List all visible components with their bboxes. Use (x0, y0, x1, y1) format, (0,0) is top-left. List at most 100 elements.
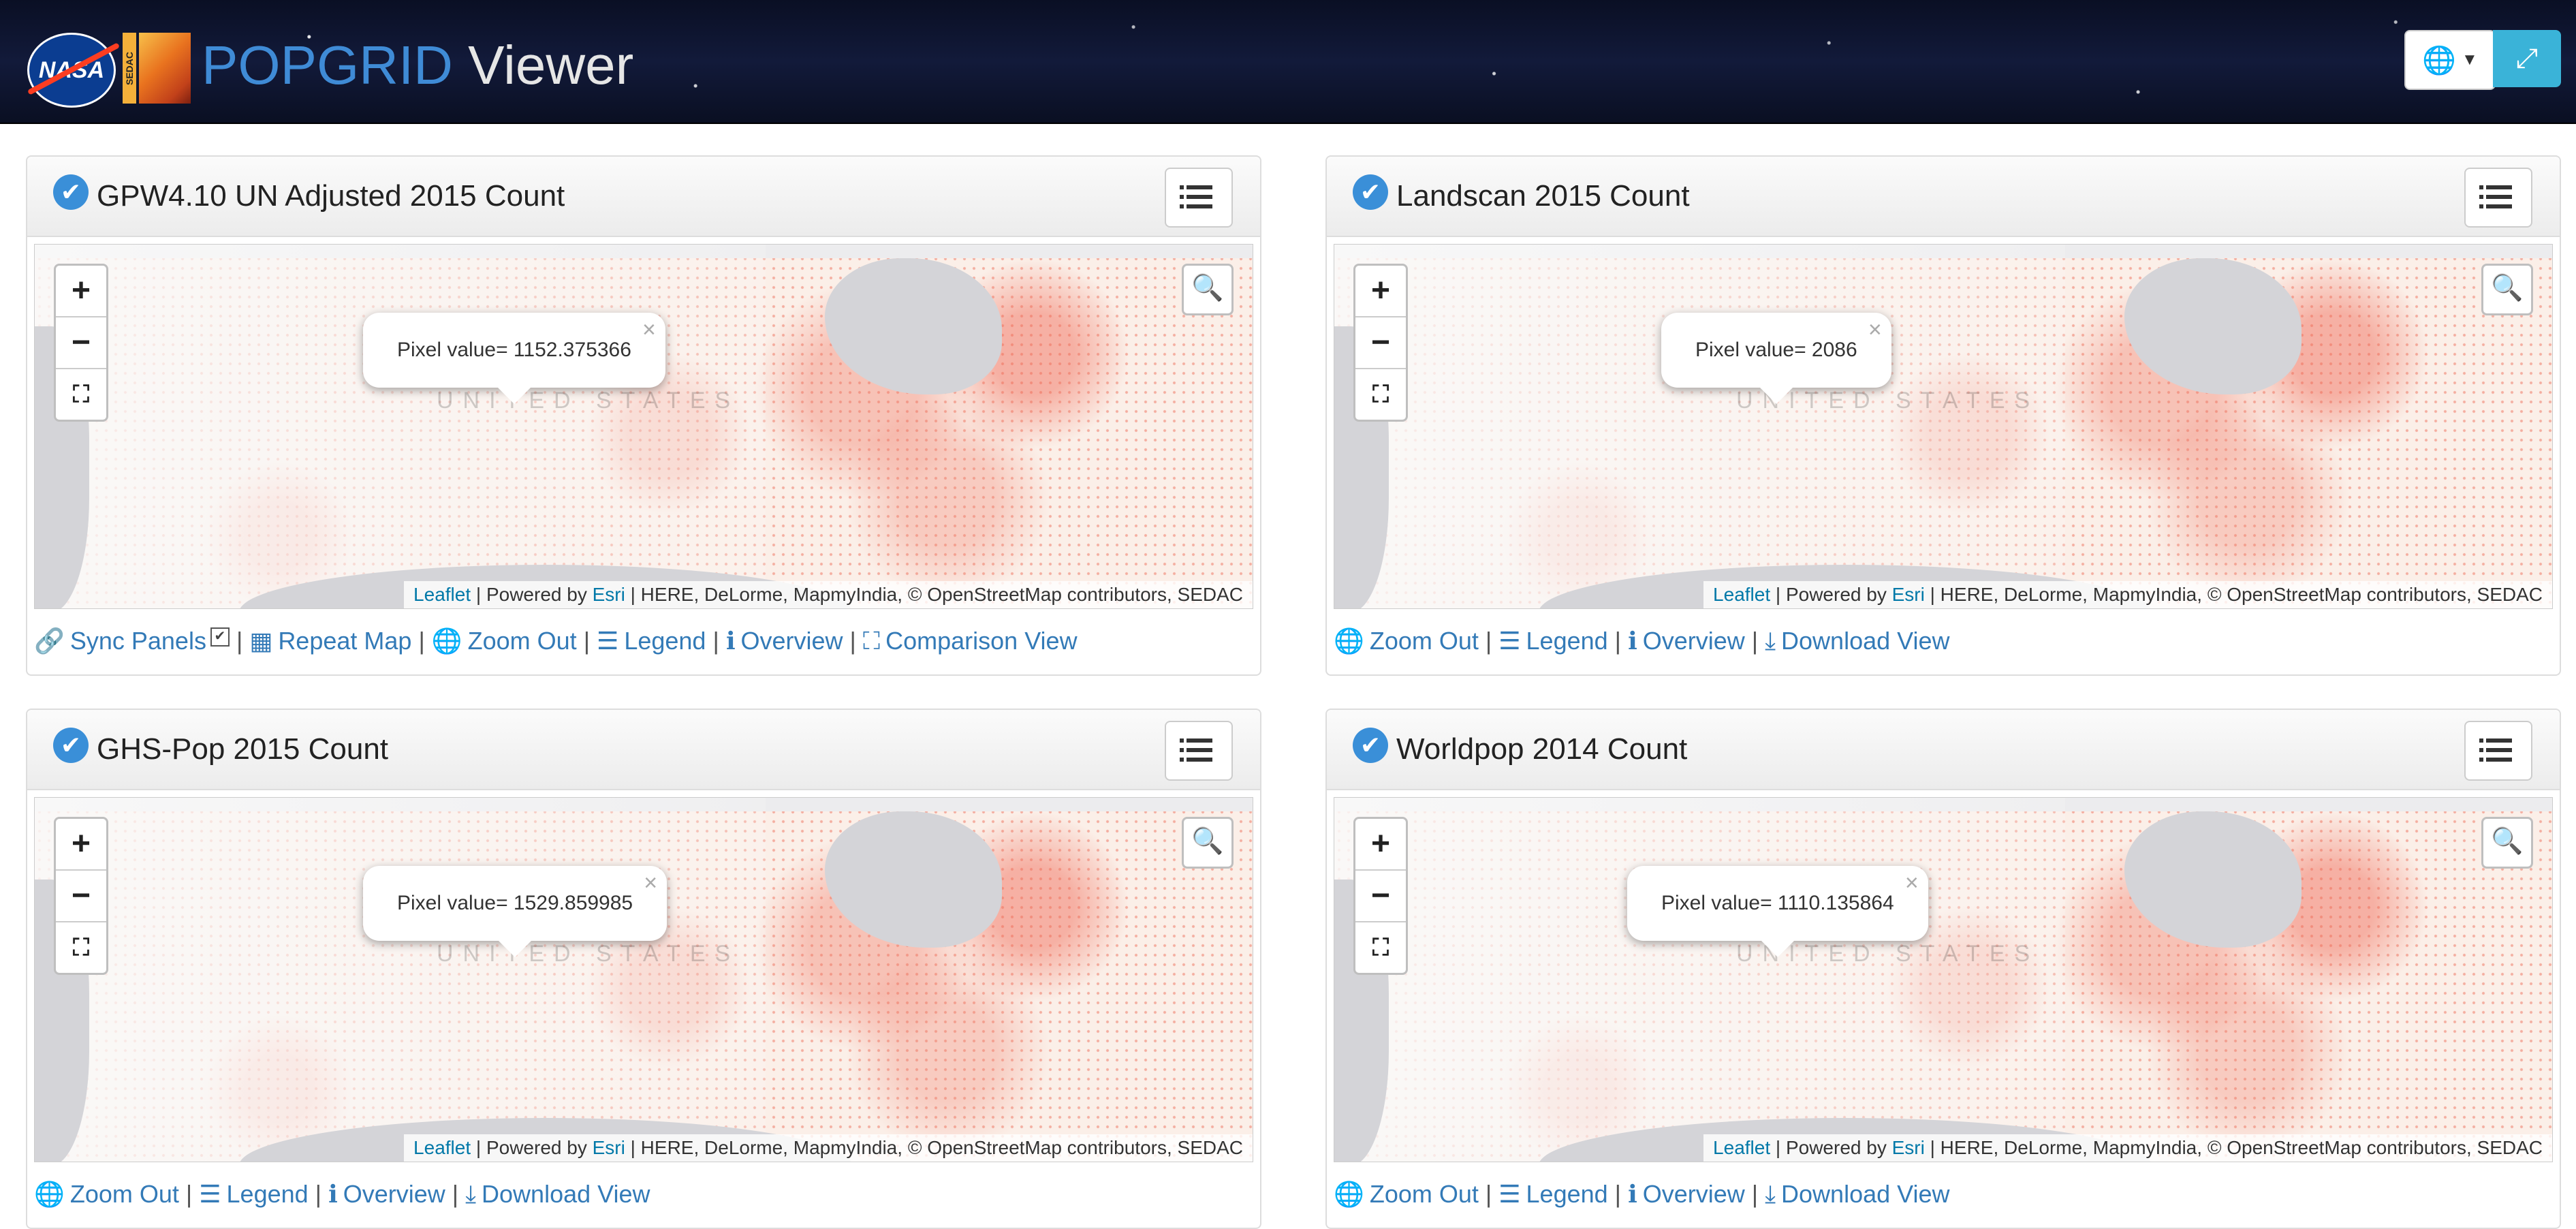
zoom-control: + − ⛶ (54, 264, 108, 422)
zoom-extent-button[interactable]: ⛶ (73, 935, 89, 961)
popup-close-button[interactable]: × (1904, 870, 1919, 896)
map-view[interactable]: UNITED STATES + − ⛶ 🔍 Pixel value= 1110.… (1334, 797, 2553, 1162)
map-panel: ✔ Worldpop 2014 Count UNITED STATES + − … (1325, 709, 2561, 1229)
footer-link-zoom-out[interactable]: 🌐 Zoom Out (34, 1180, 179, 1208)
footer-link-label: Overview (740, 627, 843, 655)
zoom-in-button[interactable]: + (1355, 266, 1406, 317)
esri-link[interactable]: Esri (592, 1137, 625, 1158)
fullscreen-button[interactable]: ⤢ (2493, 30, 2561, 87)
zoom-in-button[interactable]: + (1355, 819, 1406, 871)
footer-link-zoom-out[interactable]: 🌐 Zoom Out (432, 627, 577, 655)
pixel-value-popup: Pixel value= 1529.859985 × (363, 866, 667, 957)
zoom-in-button[interactable]: + (56, 266, 106, 317)
footer-link-label: Zoom Out (1369, 1180, 1479, 1208)
footer-link-download-view[interactable]: ⤓ Download View (1765, 1180, 1949, 1208)
map-view[interactable]: UNITED STATES + − ⛶ 🔍 Pixel value= 1529.… (34, 797, 1253, 1162)
zoom-extent-button[interactable]: ⛶ (1372, 382, 1389, 407)
footer-separator: | (712, 627, 719, 655)
leaflet-link[interactable]: Leaflet (1713, 1137, 1771, 1158)
footer-link-overview[interactable]: ℹ Overview (328, 1180, 445, 1208)
zoom-out-button[interactable]: − (56, 871, 106, 922)
map-search-button[interactable]: 🔍 (2481, 264, 2533, 315)
footer-separator: | (583, 627, 591, 655)
zoom-extent-button[interactable]: ⛶ (1372, 935, 1389, 961)
footer-link-label: Download View (482, 1180, 650, 1208)
footer-link-overview[interactable]: ℹ Overview (726, 627, 843, 655)
layer-list-button[interactable] (1165, 168, 1233, 228)
check-circle-icon[interactable]: ✔ (1353, 728, 1388, 763)
nasa-logo: NASA (27, 33, 116, 108)
footer-link-legend[interactable]: ☰ Legend (1498, 627, 1607, 655)
leaflet-link[interactable]: Leaflet (413, 584, 471, 605)
footer-separator: | (1485, 627, 1492, 655)
language-dropdown-button[interactable]: 🌐 ▼ (2404, 30, 2496, 90)
zoom-in-button[interactable]: + (56, 819, 106, 871)
panel-header: ✔ GHS-Pop 2015 Count (27, 710, 1260, 790)
layer-list-button[interactable] (2464, 168, 2532, 228)
footer-link-label: Legend (226, 1180, 309, 1208)
map-view[interactable]: UNITED STATES + − ⛶ 🔍 Pixel value= 2086 … (1334, 244, 2553, 609)
info-icon: ℹ (328, 1180, 338, 1208)
footer-link-label: Comparison View (885, 627, 1078, 655)
zoom-out-button[interactable]: − (1355, 871, 1406, 922)
footer-link-overview[interactable]: ℹ Overview (1628, 1180, 1745, 1208)
zoom-out-button[interactable]: − (1355, 317, 1406, 369)
panel-header: ✔ Landscan 2015 Count (1327, 157, 2560, 237)
esri-link[interactable]: Esri (592, 584, 625, 605)
sedac-logo-text: SEDAC (123, 33, 136, 104)
footer-link-zoom-out[interactable]: 🌐 Zoom Out (1334, 627, 1479, 655)
map-view[interactable]: UNITED STATES + − ⛶ 🔍 Pixel value= 1152.… (34, 244, 1253, 609)
footer-link-legend[interactable]: ☰ Legend (199, 1180, 308, 1208)
footer-link-zoom-out[interactable]: 🌐 Zoom Out (1334, 1180, 1479, 1208)
popup-text: Pixel value= 1110.135864 (1661, 892, 1894, 914)
fullscreen-icon: ⤢ (2516, 43, 2538, 74)
layer-list-button[interactable] (2464, 721, 2532, 781)
grid-icon: ▦ (249, 627, 273, 655)
attribution-powered: | Powered by (471, 584, 593, 605)
map-great-lakes (825, 258, 1002, 394)
zoom-extent-button[interactable]: ⛶ (73, 382, 89, 407)
footer-link-download-view[interactable]: ⤓ Download View (1765, 627, 1949, 655)
map-search-button[interactable]: 🔍 (2481, 817, 2533, 869)
globe-icon: 🌐 (431, 627, 462, 655)
footer-link-legend[interactable]: ☰ Legend (1498, 1180, 1607, 1208)
leaflet-link[interactable]: Leaflet (1713, 584, 1771, 605)
panel-footer-links: 🌐 Zoom Out | ☰ Legend | ℹ Overview | ⤓ Download Vi… (1334, 627, 1950, 656)
list-icon: ☰ (1498, 627, 1521, 655)
esri-link[interactable]: Esri (1891, 584, 1925, 605)
popup-close-button[interactable]: × (642, 317, 656, 343)
popup-close-button[interactable]: × (644, 870, 658, 896)
footer-link-sync-panels[interactable]: 🔗 Sync Panels ✔ (34, 627, 230, 655)
attribution-powered: | Powered by (1770, 584, 1892, 605)
footer-link-label: Zoom Out (69, 1180, 179, 1208)
footer-link-comparison-view[interactable]: ⛶ Comparison View (863, 627, 1078, 655)
panel-title: Worldpop 2014 Count (1396, 732, 1688, 766)
check-circle-icon[interactable]: ✔ (53, 174, 89, 210)
info-icon: ℹ (1628, 1180, 1637, 1208)
layer-list-button[interactable] (1165, 721, 1233, 781)
popup-close-button[interactable]: × (1868, 317, 1882, 343)
map-land-overlay (35, 798, 766, 1162)
map-attribution: Leaflet | Powered by Esri | HERE, DeLorm… (404, 1134, 1253, 1162)
footer-link-legend[interactable]: ☰ Legend (597, 627, 706, 655)
footer-link-repeat-map[interactable]: ▦ Repeat Map (249, 627, 411, 655)
check-circle-icon[interactable]: ✔ (53, 728, 89, 763)
expand-icon: ⛶ (862, 627, 881, 655)
sync-panels-checkbox[interactable]: ✔ (210, 627, 230, 647)
check-circle-icon[interactable]: ✔ (1353, 174, 1388, 210)
zoom-out-button[interactable]: − (56, 317, 106, 369)
download-icon: ⤓ (465, 1180, 477, 1208)
panel-footer-links: 🌐 Zoom Out | ☰ Legend | ℹ Overview | ⤓ Download Vi… (1334, 1180, 1950, 1209)
map-search-button[interactable]: 🔍 (1182, 264, 1234, 315)
footer-link-download-view[interactable]: ⤓ Download View (465, 1180, 650, 1208)
footer-separator: | (315, 1180, 322, 1208)
map-search-button[interactable]: 🔍 (1182, 817, 1234, 869)
globe-icon: 🌐 (1334, 1180, 1364, 1208)
map-attribution: Leaflet | Powered by Esri | HERE, DeLorm… (1703, 581, 2552, 608)
panel-footer-links: 🔗 Sync Panels ✔ | ▦ Repeat Map | 🌐 Zoom Out | ☰ Leg… (34, 627, 1078, 656)
nasa-logo-text: NASA (38, 57, 105, 83)
footer-separator: | (1614, 1180, 1622, 1208)
esri-link[interactable]: Esri (1891, 1137, 1925, 1158)
footer-link-overview[interactable]: ℹ Overview (1628, 627, 1745, 655)
leaflet-link[interactable]: Leaflet (413, 1137, 471, 1158)
